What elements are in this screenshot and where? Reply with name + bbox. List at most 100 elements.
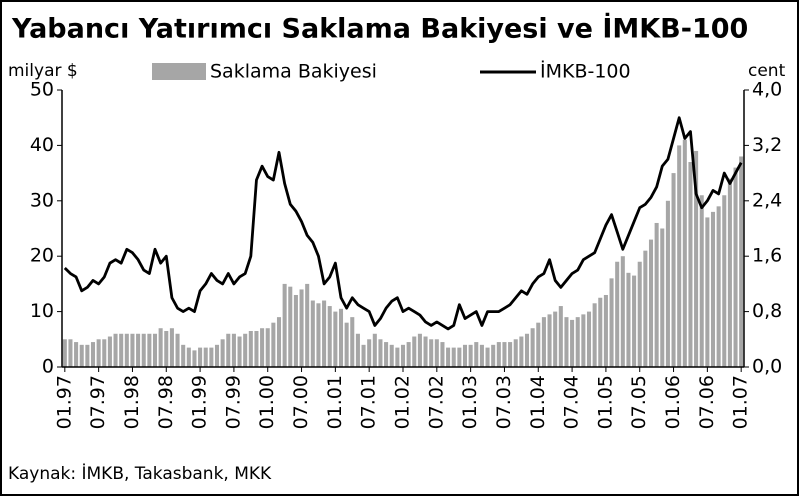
bar [637, 261, 642, 367]
bar [192, 350, 197, 367]
x-tick-label: 01.99 [189, 375, 211, 429]
bar [547, 314, 552, 367]
bar [474, 342, 479, 367]
bar [237, 336, 242, 367]
bar [479, 344, 484, 367]
bar [575, 317, 580, 367]
bar [384, 342, 389, 367]
bar [626, 272, 631, 367]
bar [107, 336, 112, 367]
x-tick-label: 01.02 [392, 375, 414, 429]
bar [491, 344, 496, 367]
bar [733, 167, 738, 367]
bar [209, 347, 214, 367]
y-axis-label: milyar $ [8, 61, 78, 81]
bar [654, 222, 659, 367]
bar [147, 333, 152, 367]
x-tick-label: 07.01 [358, 375, 380, 429]
bar [220, 339, 225, 367]
bar [468, 344, 473, 367]
y-tick-label: 40 [30, 134, 54, 156]
bar [502, 342, 507, 367]
y2-tick-label: 0,0 [752, 356, 782, 378]
bar [688, 162, 693, 367]
bar [524, 333, 530, 367]
x-tick-label: 01.05 [594, 375, 616, 429]
bar [710, 211, 716, 367]
bar [722, 195, 727, 367]
bar [677, 145, 682, 367]
bar [136, 333, 141, 367]
bar [564, 317, 569, 367]
x-tick-label: 01.06 [662, 375, 684, 429]
y-tick-label: 20 [30, 245, 54, 267]
legend-label: Saklama Bakiyesi [210, 61, 377, 83]
bar [462, 344, 468, 367]
bar [553, 311, 558, 367]
y-tick-label: 10 [30, 300, 54, 322]
x-tick-label: 07.06 [696, 375, 718, 429]
bar [74, 342, 79, 367]
chart-title: Yabancı Yatırımcı Saklama Bakiyesi ve İM… [11, 13, 748, 45]
bar [355, 333, 360, 367]
bar [198, 347, 203, 367]
bar [254, 330, 259, 367]
bar [406, 342, 411, 367]
bar [446, 347, 451, 367]
bar [417, 333, 422, 367]
bar [705, 217, 710, 367]
bar [513, 339, 518, 367]
bar [648, 239, 654, 367]
bar [113, 333, 118, 367]
bar [378, 339, 383, 367]
bar [423, 336, 428, 367]
bar [231, 333, 236, 367]
bar [367, 339, 372, 367]
line [63, 116, 743, 331]
bar [333, 311, 338, 367]
bar [530, 328, 535, 367]
y2-tick-label: 3,2 [752, 134, 782, 156]
bar [293, 294, 298, 367]
x-tick-label: 01.01 [324, 375, 346, 429]
bar [152, 333, 158, 367]
bar [440, 342, 445, 367]
bar [248, 330, 253, 367]
bar [288, 286, 293, 367]
legend-swatch-bar [152, 63, 206, 80]
bar [620, 256, 625, 367]
bar [169, 328, 174, 367]
bar [299, 289, 304, 367]
x-tick-label: 01.97 [53, 375, 75, 429]
bar [181, 344, 186, 367]
bar [603, 294, 608, 367]
bar [558, 306, 563, 367]
bar [338, 308, 344, 367]
source-note: Kaynak: İMKB, Takasbank, MKK [8, 463, 272, 484]
bar [429, 339, 434, 367]
bar [485, 347, 490, 367]
bar [175, 333, 180, 367]
x-tick-label: 01.03 [459, 375, 481, 429]
bar [457, 347, 462, 367]
bar [665, 200, 670, 367]
bar [316, 303, 321, 367]
bar [598, 297, 603, 367]
bar [271, 322, 276, 367]
legend-label: İMKB-100 [540, 60, 631, 83]
bar [541, 317, 546, 367]
y-tick-label: 30 [30, 189, 54, 211]
bar [372, 333, 377, 367]
bar [660, 228, 665, 367]
x-tick-label: 01.07 [730, 375, 752, 429]
bar [699, 195, 704, 367]
y2-tick-label: 1,6 [752, 245, 782, 267]
bar [592, 303, 597, 367]
bar [327, 306, 332, 367]
bar [265, 328, 270, 367]
bar [226, 333, 231, 367]
x-tick-label: 07.05 [628, 375, 650, 429]
bar [671, 173, 676, 367]
